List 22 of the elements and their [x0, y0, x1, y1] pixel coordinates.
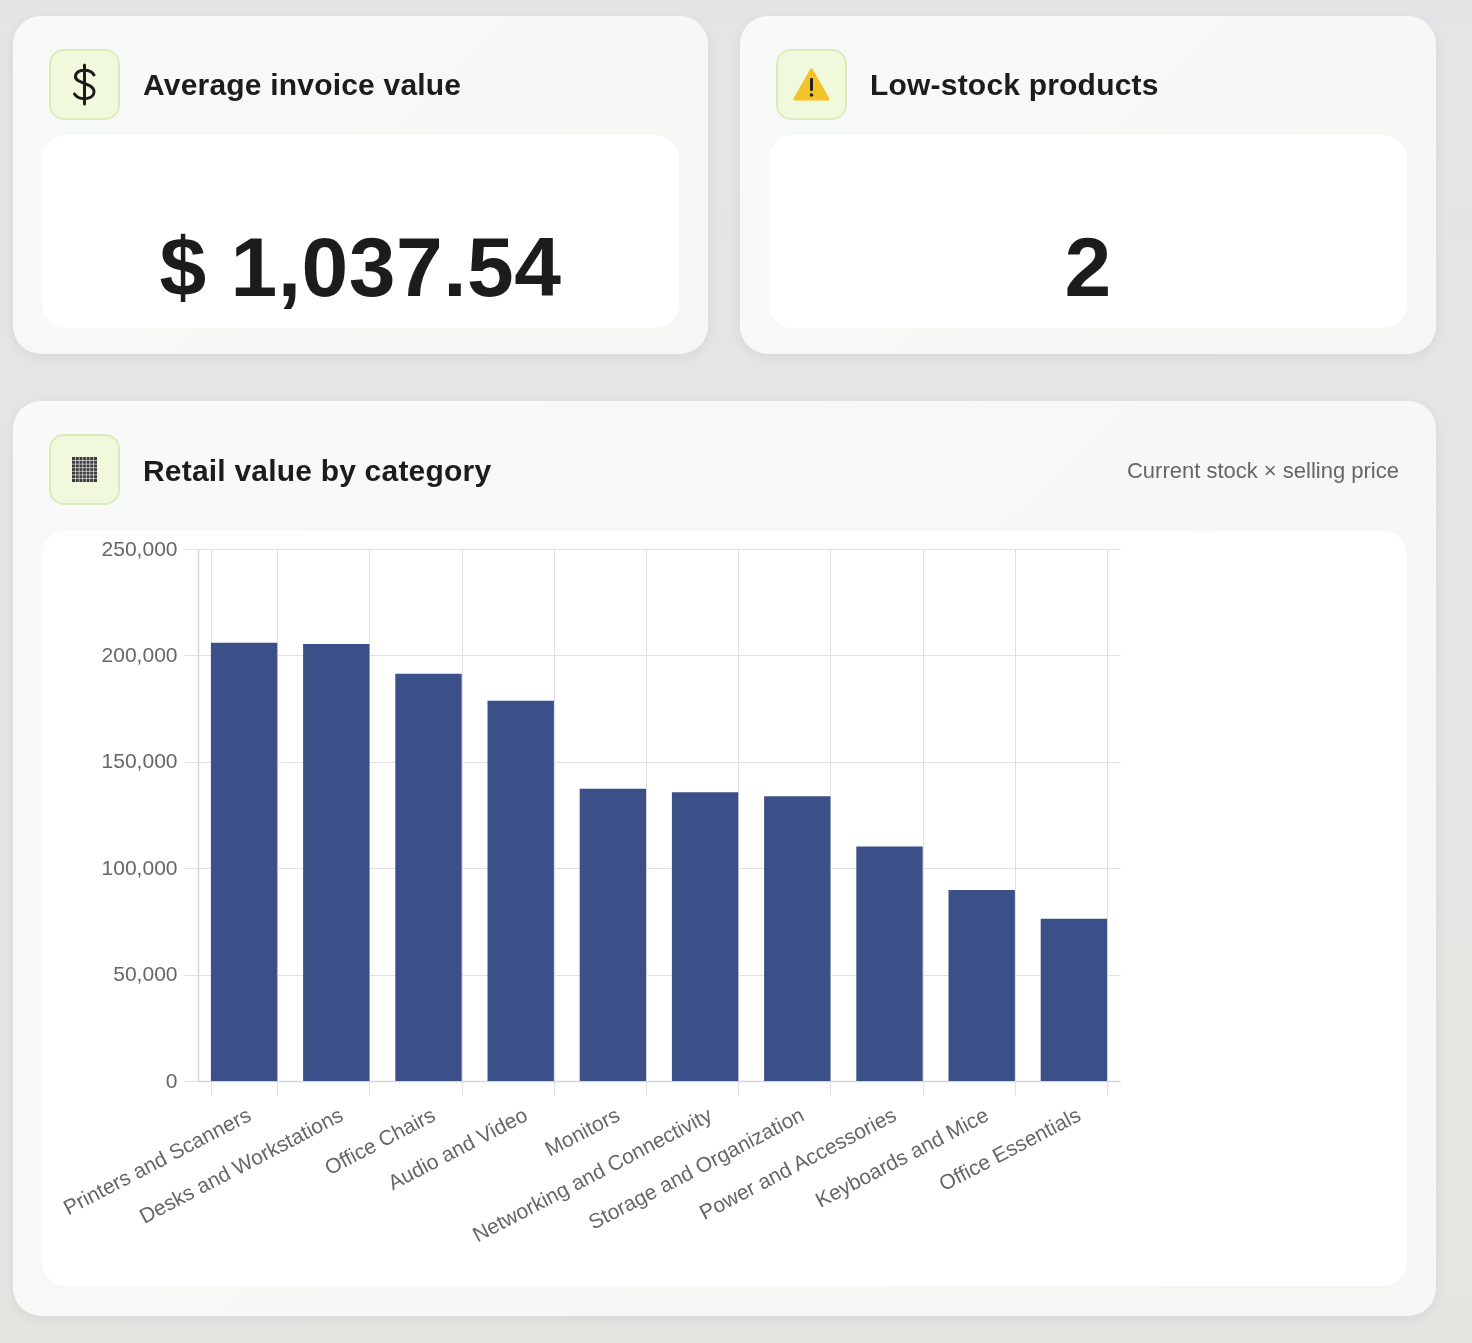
y-tick-label: 50,000: [113, 962, 178, 986]
bar: [487, 700, 554, 1081]
bar: [579, 788, 647, 1081]
bar: [948, 889, 1015, 1081]
y-tick-label: 250,000: [101, 536, 178, 560]
y-tick-label: 200,000: [101, 642, 178, 666]
bar: [856, 846, 923, 1081]
text: $ 1,037.54: [158, 220, 563, 314]
y-tick-label: 150,000: [101, 749, 178, 773]
bar: [671, 792, 739, 1081]
text: Average invoice value: [143, 67, 462, 103]
y-tick-label: 0: [165, 1068, 178, 1092]
text: Low-stock products: [870, 67, 1159, 103]
y-tick-label: 100,000: [101, 855, 178, 879]
text: Current stock × selling price: [1126, 457, 1399, 485]
bar: [395, 673, 462, 1081]
bar: [764, 796, 831, 1081]
text: 2: [1063, 220, 1113, 314]
bar: [303, 643, 370, 1081]
bar: [1040, 918, 1108, 1081]
bar: [210, 642, 278, 1081]
chart-title: Retail value by category: [143, 453, 492, 489]
